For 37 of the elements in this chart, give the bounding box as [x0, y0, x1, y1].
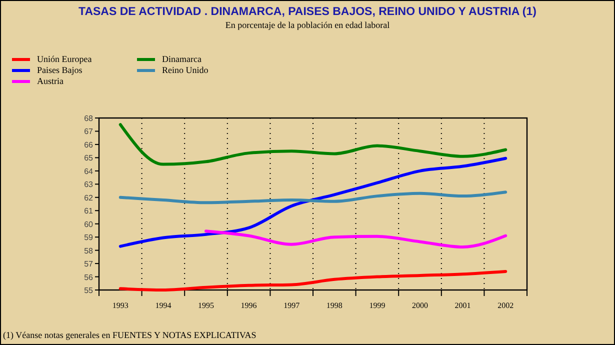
x-tick-label: 1994: [155, 301, 172, 310]
x-tick-label: 1999: [369, 301, 386, 310]
legend-label: Unión Europea: [37, 54, 92, 64]
legend-label: Dinamarca: [162, 54, 202, 64]
line-series: [204, 230, 508, 248]
legend-label: Austria: [37, 76, 64, 86]
y-tick-label: 55: [84, 286, 94, 295]
y-tick-label: 63: [84, 180, 94, 190]
line-series: [118, 156, 508, 248]
x-tick-label: 2001: [454, 301, 471, 310]
y-tick-label: 56: [84, 272, 94, 282]
x-tick-label: 2000: [412, 301, 428, 310]
line-series: [118, 190, 508, 204]
x-tick-label: 2002: [498, 301, 514, 310]
y-tick-label: 59: [84, 233, 94, 242]
legend-label: Reino Unido: [162, 65, 209, 75]
y-tick-label: 61: [84, 206, 94, 216]
line-series: [118, 270, 508, 292]
x-tick-label: 1993: [112, 301, 128, 310]
y-tick-label: 66: [84, 140, 94, 150]
text: (1) Véanse notas generales en FUENTES Y NOTAS EXPLICATIVAS: [3, 330, 256, 340]
x-tick-label: 1998: [326, 301, 342, 310]
y-tick-label: 64: [84, 166, 94, 176]
y-tick-label: 65: [84, 154, 94, 163]
y-tick-label: 60: [84, 220, 94, 229]
x-tick-label: 1995: [198, 301, 214, 310]
y-tick-label: 62: [84, 193, 94, 202]
legend-label: Paises Bajos: [37, 65, 83, 75]
chart-title: TASAS DE ACTIVIDAD . DINAMARCA, PAISES BAJOS, REINO UNIDO Y AUSTRIA (1): [78, 6, 537, 18]
chart-subtitle: En porcentaje de la población en edad laboral: [225, 20, 390, 30]
y-tick-label: 57: [84, 260, 94, 269]
y-tick-label: 67: [84, 127, 94, 136]
line-series: [118, 123, 508, 166]
y-tick-label: 58: [84, 246, 94, 256]
x-tick-label: 1996: [240, 301, 257, 310]
x-tick-label: 1997: [284, 301, 300, 310]
y-tick-label: 68: [84, 114, 94, 123]
